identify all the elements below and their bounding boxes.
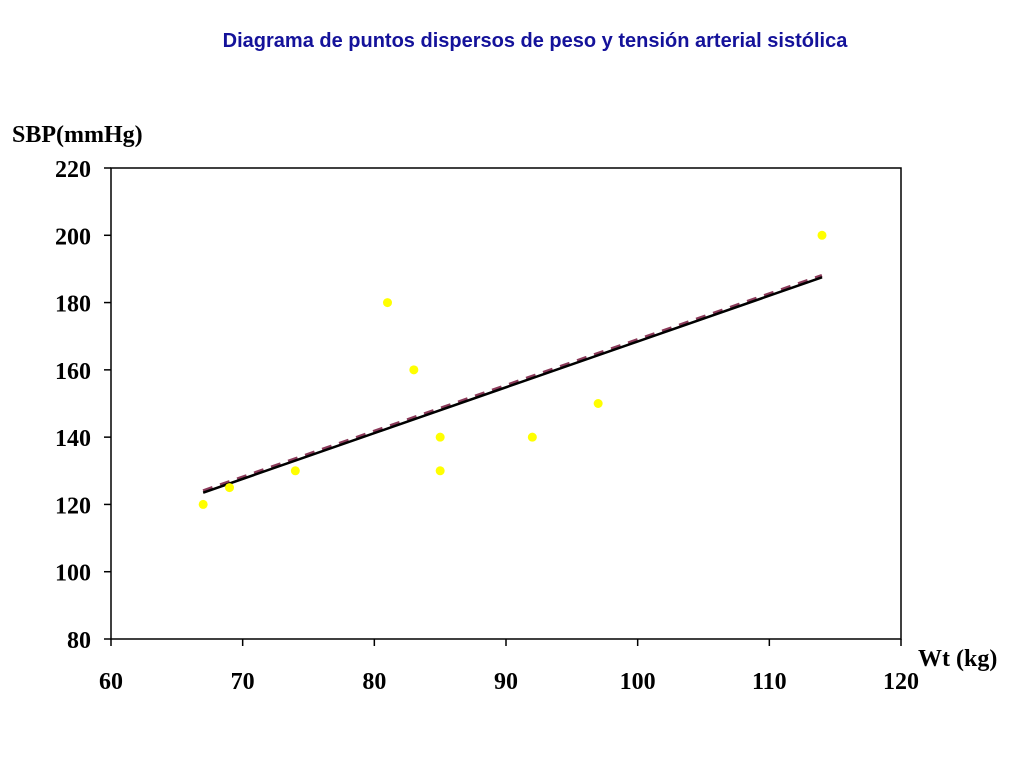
y-tick-label: 180 bbox=[55, 292, 91, 318]
x-tick-label: 100 bbox=[620, 669, 656, 695]
trend-line-dashed bbox=[202, 274, 823, 493]
data-point bbox=[435, 466, 445, 476]
data-point bbox=[409, 365, 419, 375]
trend-line-solid bbox=[202, 276, 823, 494]
data-point bbox=[383, 298, 392, 308]
x-tick-label: 70 bbox=[231, 669, 255, 695]
data-point bbox=[593, 399, 603, 408]
y-tick-label: 140 bbox=[55, 426, 91, 452]
y-tick-label: 160 bbox=[55, 359, 91, 385]
x-tick-label: 80 bbox=[362, 669, 386, 695]
y-tick-label: 120 bbox=[55, 493, 91, 519]
y-tick-label: 220 bbox=[55, 157, 91, 183]
data-point bbox=[290, 466, 300, 476]
chart-title: Diagrama de puntos dispersos de peso y t… bbox=[222, 30, 848, 52]
y-tick-label: 100 bbox=[55, 561, 91, 587]
x-tick-label: 120 bbox=[883, 669, 919, 695]
data-point bbox=[527, 432, 537, 442]
y-tick-label: 200 bbox=[55, 224, 91, 250]
y-tick-label: 80 bbox=[67, 628, 91, 654]
x-tick-label: 110 bbox=[752, 669, 787, 695]
plot-area-frame bbox=[110, 167, 902, 640]
x-tick-label: 90 bbox=[494, 669, 518, 695]
data-point bbox=[198, 499, 208, 509]
data-point bbox=[225, 483, 234, 493]
x-tick-label: 60 bbox=[99, 669, 123, 695]
y-axis-title: SBP(mmHg) bbox=[12, 122, 143, 148]
data-point bbox=[817, 230, 827, 240]
data-point bbox=[435, 432, 445, 442]
x-axis-title: Wt (kg) bbox=[918, 646, 997, 672]
